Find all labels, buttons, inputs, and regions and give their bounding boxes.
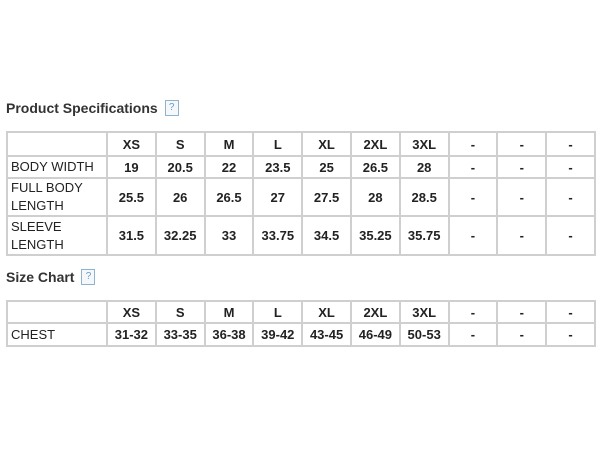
spec-table: XS S M L XL 2XL 3XL - - - BODY WIDTH 19 20.5 22 23.5 25…: [6, 131, 596, 256]
table-cell: 50-53: [398, 322, 450, 347]
table-cell: -: [496, 155, 548, 179]
table-cell: -: [545, 322, 596, 347]
column-header: L: [252, 131, 304, 157]
table-cell: 27.5: [301, 177, 352, 217]
table-cell: 33-35: [154, 322, 206, 347]
spec-table: XS S M L XL 2XL 3XL - - - CHEST 31-32 33-35 36-38 39-4…: [6, 300, 596, 347]
column-header: S: [154, 131, 206, 157]
table-cell: -: [496, 322, 548, 347]
help-icon[interactable]: ?: [81, 269, 96, 285]
column-header: XL: [301, 131, 352, 157]
table-cell: 33: [203, 215, 255, 256]
corner-cell: [6, 131, 108, 157]
column-header: 3XL: [398, 131, 450, 157]
table-cell: -: [496, 177, 548, 217]
table-cell: 31-32: [106, 322, 157, 347]
row-label: SLEEVE LENGTH: [6, 215, 108, 256]
column-header: M: [203, 131, 255, 157]
table-cell: -: [447, 155, 499, 179]
table-cell: 26.5: [203, 177, 255, 217]
table-cell: -: [545, 155, 596, 179]
header-row: XS S M L XL 2XL 3XL - - -: [6, 131, 596, 157]
table-row: CHEST 31-32 33-35 36-38 39-42 43-45 46-49 50-53…: [6, 322, 596, 347]
column-header: 2XL: [349, 300, 401, 324]
table-cell: 43-45: [301, 322, 352, 347]
column-header: 3XL: [398, 300, 450, 324]
column-header: 2XL: [349, 131, 401, 157]
column-header: L: [252, 300, 304, 324]
table-cell: 35.25: [349, 215, 401, 256]
table-row: FULL BODY LENGTH 25.5 26 26.5 27 27.5 28 28.5- -…: [6, 177, 596, 217]
column-header: -: [496, 131, 548, 157]
table-cell: -: [447, 322, 499, 347]
help-icon[interactable]: ?: [164, 100, 179, 116]
section-title: Product Specifications?: [6, 100, 179, 116]
table-cell: 25: [301, 155, 352, 179]
table-cell: -: [545, 177, 596, 217]
table-cell: 22: [203, 155, 255, 179]
table-cell: 19: [106, 155, 157, 179]
column-header: M: [203, 300, 255, 324]
table-cell: 27: [252, 177, 304, 217]
column-header: XL: [301, 300, 352, 324]
table-cell: 34.5: [301, 215, 352, 256]
table-cell: 31.5: [106, 215, 157, 256]
column-header: -: [496, 300, 548, 324]
column-header: -: [545, 131, 596, 157]
table-cell: -: [545, 215, 596, 256]
table-cell: 46-49: [349, 322, 401, 347]
table-cell: 26.5: [349, 155, 401, 179]
table-cell: 25.5: [106, 177, 157, 217]
table-cell: -: [447, 215, 499, 256]
table-cell: 32.25: [154, 215, 206, 256]
column-header: XS: [106, 131, 157, 157]
table-row: BODY WIDTH 19 20.5 22 23.5 25 26.5 28- - -: [6, 155, 596, 179]
table-cell: 26: [154, 177, 206, 217]
table-cell: 35.75: [398, 215, 450, 256]
header-row: XS S M L XL 2XL 3XL - - -: [6, 300, 596, 324]
column-header: -: [447, 300, 499, 324]
section-title-text: Product Specifications: [6, 100, 158, 116]
corner-cell: [6, 300, 108, 324]
table-cell: 23.5: [252, 155, 304, 179]
row-label: CHEST: [6, 322, 108, 347]
table-cell: -: [447, 177, 499, 217]
column-header: -: [447, 131, 499, 157]
column-header: XS: [106, 300, 157, 324]
column-header: S: [154, 300, 206, 324]
row-label: FULL BODY LENGTH: [6, 177, 108, 217]
table-cell: 39-42: [252, 322, 304, 347]
table-cell: -: [496, 215, 548, 256]
section-title: Size Chart?: [6, 269, 96, 285]
table-cell: 20.5: [154, 155, 206, 179]
table-cell: 28: [349, 177, 401, 217]
table-cell: 36-38: [203, 322, 255, 347]
section-title-text: Size Chart: [6, 269, 75, 285]
row-label: BODY WIDTH: [6, 155, 108, 179]
table-cell: 28: [398, 155, 450, 179]
table-cell: 33.75: [252, 215, 304, 256]
table-row: SLEEVE LENGTH 31.5 32.25 33 33.75 34.5 35.25 35…: [6, 215, 596, 256]
table-cell: 28.5: [398, 177, 450, 217]
column-header: -: [545, 300, 596, 324]
